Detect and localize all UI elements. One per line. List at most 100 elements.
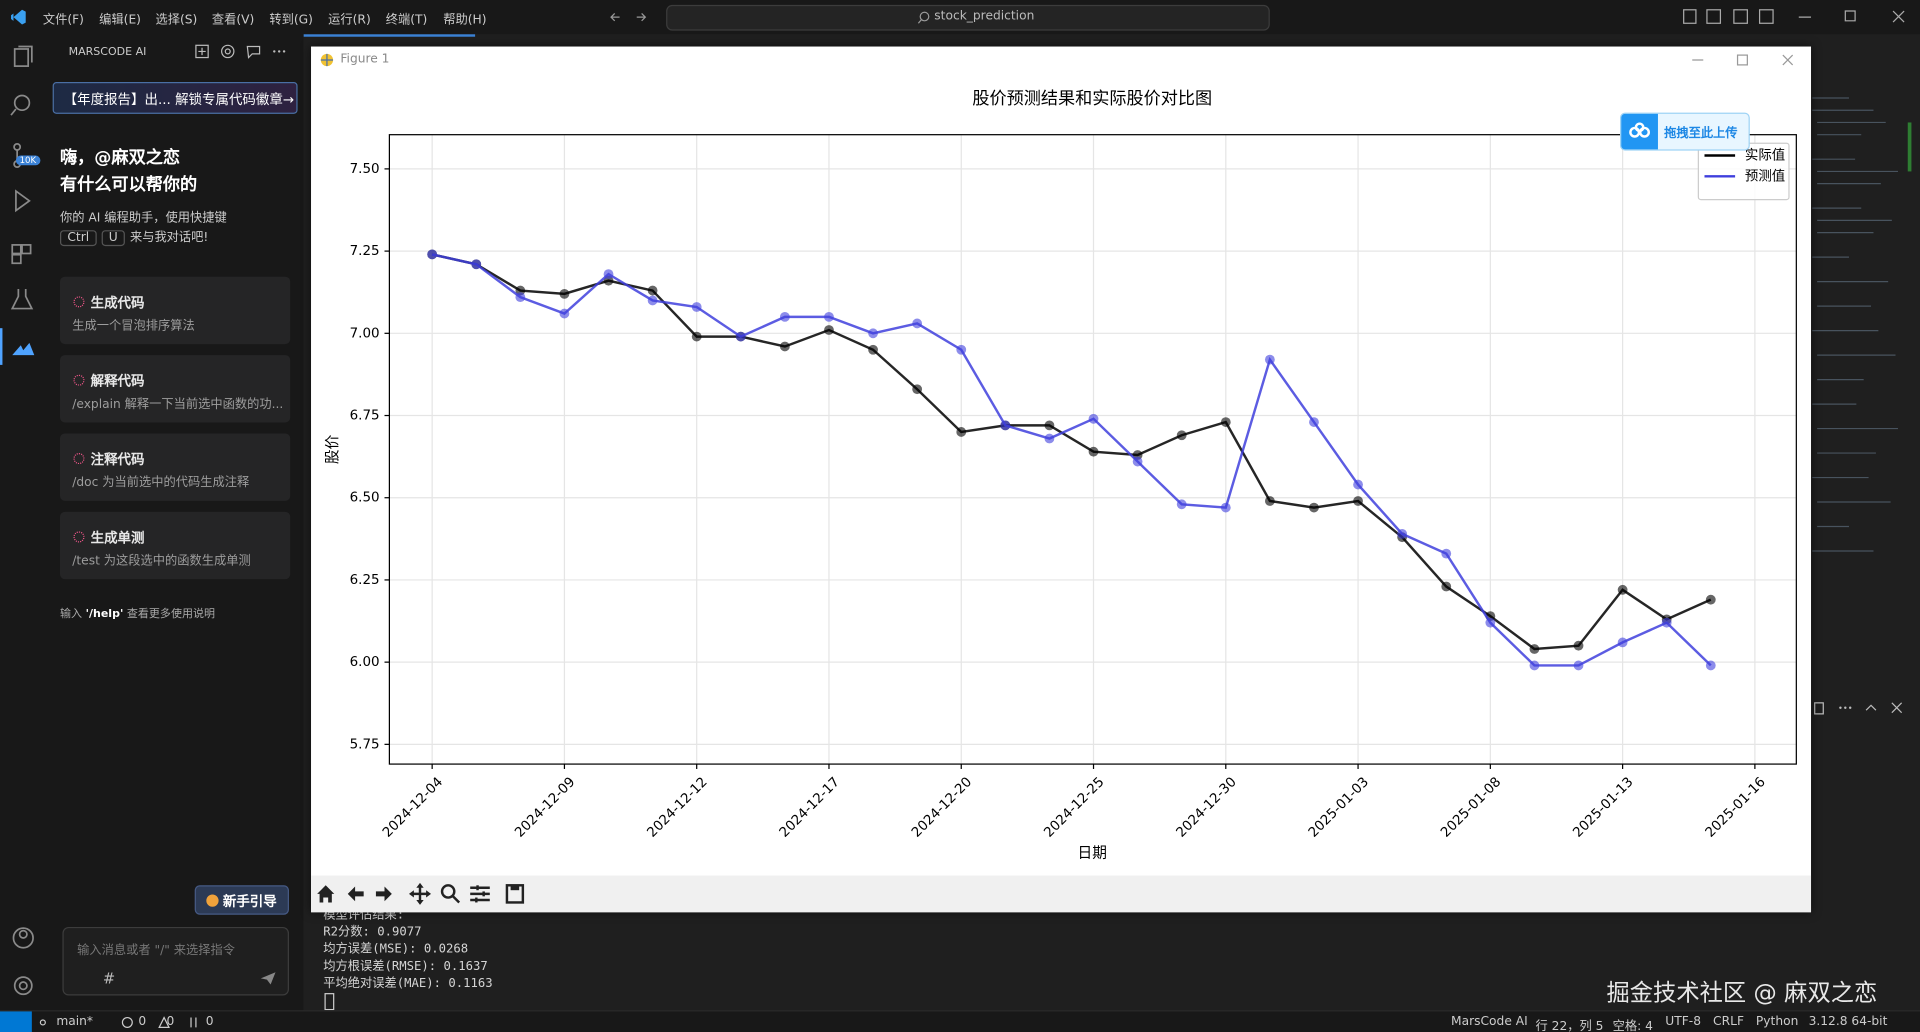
guide-button[interactable]: 新手引导 (194, 885, 289, 915)
upload-glyph (1629, 122, 1651, 138)
app-logo (11, 9, 26, 25)
data-point (515, 292, 526, 303)
card-desc: /test 为这段选中的函数生成单测 (72, 554, 251, 569)
menu-item[interactable]: 选择(S) (155, 13, 198, 27)
menu-item[interactable]: 运行(R) (328, 13, 371, 27)
greeting: 有什么可以帮你的 (60, 175, 198, 195)
status-item[interactable]: UTF-8 (1665, 1015, 1702, 1029)
suggestion-card[interactable]: 注释代码/doc 为当前选中的代码生成注释 (60, 433, 291, 501)
search-icon (917, 11, 930, 24)
data-point (691, 331, 702, 342)
toolbar-icons[interactable] (311, 876, 531, 913)
data-point (1088, 413, 1099, 424)
data-point (1309, 417, 1319, 427)
axes-frame (388, 134, 1797, 765)
x-tick-label: 2024-12-09 (512, 775, 578, 841)
suggestion-card[interactable]: 生成单测/test 为这段选中的函数生成单测 (60, 511, 291, 580)
placeholder: 输入消息或者 "/" 来选择指令 (77, 944, 236, 958)
chart: 股价预测结果和实际股价对比图 日期 股价 5.75 6.00 6.25 6.50 6.7… (324, 89, 1797, 861)
intro-line: Ctrl U 来与我对话吧! (60, 227, 208, 247)
activity-icons[interactable] (0, 34, 47, 1010)
suggestion-card[interactable]: 解释代码/explain 解释一下当前选中函数的功... (60, 355, 291, 423)
x-tick-label: 2025-01-16 (1703, 775, 1769, 841)
hash-button[interactable]: # (102, 969, 116, 987)
send-icon[interactable] (260, 971, 277, 986)
data-point (559, 288, 570, 299)
status-item[interactable]: 行 22，列 5 (1535, 1020, 1604, 1032)
data-point (691, 302, 702, 312)
figure-window-controls[interactable] (1689, 51, 1811, 68)
card-desc: /doc 为当前选中的代码生成注释 (72, 476, 250, 490)
data-point (1264, 496, 1275, 506)
x-tick-label: 2024-12-04 (380, 775, 446, 841)
badge: 10K (15, 155, 40, 166)
sidebar-actions[interactable] (193, 44, 291, 61)
data-point (1573, 640, 1584, 651)
banner[interactable]: 【年度报告】出... 解锁专属代码徽章→ (52, 82, 298, 114)
x-tick-label: 2024-12-12 (645, 775, 711, 841)
upload-text: 拖拽至此上传 (1664, 127, 1738, 141)
data-point (1176, 499, 1187, 510)
y-tick-label: 6.25 (350, 573, 380, 588)
status-item[interactable]: 3.12.8 64-bit (1808, 1015, 1888, 1029)
menu-item[interactable]: 文件(F) (42, 13, 84, 27)
panel-controls[interactable] (1810, 699, 1920, 716)
data-point (1132, 456, 1143, 467)
search-box[interactable]: stock_prediction (666, 4, 1270, 31)
guide-text: 新手引导 (222, 893, 277, 910)
data-point (779, 311, 790, 322)
card-title: 生成单测 (90, 530, 145, 547)
nav-arrows[interactable] (610, 10, 659, 25)
data-point (1485, 617, 1496, 628)
guide-icon (206, 894, 219, 907)
card-icon (73, 374, 85, 386)
menu-item[interactable]: 编辑(E) (99, 13, 141, 27)
y-tick-label: 7.50 (350, 162, 380, 177)
legend-label: 实际值 (1745, 148, 1785, 164)
key: Ctrl (60, 230, 97, 247)
menu-item[interactable]: 查看(V) (211, 13, 255, 27)
data-point (735, 331, 746, 342)
upload-badge[interactable]: 拖拽至此上传 (1620, 112, 1750, 151)
x-tick-label: 2025-01-08 (1438, 775, 1504, 841)
intro-end: 来与我对话吧! (129, 231, 209, 245)
search-text: stock_prediction (934, 9, 1035, 24)
suggestion-card[interactable]: 生成代码 生成一个冒泡排序算法 (60, 276, 291, 345)
help-command: '/help' (85, 608, 124, 621)
window-controls[interactable] (1680, 9, 1920, 26)
intro: 你的 AI 编程助手，使用快捷键 (60, 211, 227, 226)
chat-input[interactable]: 输入消息或者 "/" 来选择指令 # (62, 926, 289, 996)
data-point (603, 269, 614, 280)
menu-item[interactable]: 终端(T) (385, 13, 428, 27)
data-point (824, 311, 834, 322)
data-point (1044, 420, 1055, 431)
data-point (559, 308, 570, 319)
menu-item[interactable]: 帮助(H) (443, 13, 487, 27)
status-item[interactable]: Python (1755, 1015, 1799, 1029)
data-point (956, 344, 967, 355)
x-tick-label: 2024-12-30 (1174, 775, 1240, 841)
x-tick-label: 2025-01-13 (1571, 775, 1637, 841)
status-item[interactable]: CRLF (1713, 1015, 1744, 1029)
terminal: 模型评估结果: R2分数: 0.9077 均方误差(MSE): 0.0268 均方根误… (323, 907, 492, 993)
warnings[interactable]: 0 (166, 1015, 175, 1029)
branch[interactable]: main* (56, 1015, 94, 1029)
data-point (1617, 584, 1628, 595)
menu-item[interactable]: 转到(G) (269, 13, 313, 27)
status-item[interactable]: MarsCode AI (1451, 1015, 1528, 1029)
status-item[interactable]: 空格: 4 (1612, 1020, 1653, 1032)
x-tick-label: 2024-12-17 (777, 775, 843, 841)
data-point (1529, 644, 1540, 654)
remote-indicator[interactable] (0, 1011, 32, 1032)
ports[interactable]: 0 (205, 1015, 214, 1029)
data-point (471, 259, 482, 270)
data-point (647, 295, 658, 306)
terminal-line: 均方误差(MSE): 0.0268 (323, 942, 469, 957)
help-text: 查看更多使用说明 (126, 608, 216, 621)
data-point (1529, 660, 1540, 671)
data-point (1088, 446, 1099, 457)
data-point (956, 427, 967, 437)
y-tick-label: 6.75 (350, 409, 380, 424)
errors[interactable]: 0 (138, 1015, 147, 1029)
